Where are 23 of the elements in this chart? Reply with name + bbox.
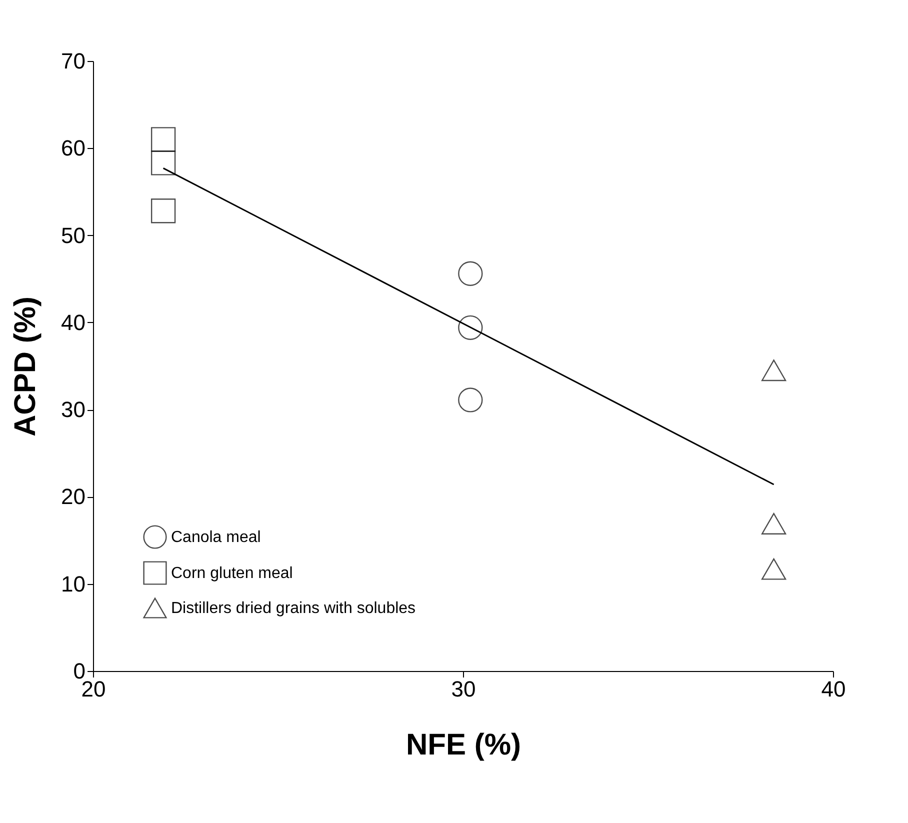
y-tick-label: 20	[61, 484, 86, 510]
point	[150, 150, 176, 176]
y-tick-label: 30	[61, 397, 86, 422]
point	[458, 315, 483, 340]
y-tick-label: 10	[61, 571, 86, 596]
y-tick-label: 40	[61, 310, 86, 335]
legend-label: Canola meal	[171, 529, 261, 546]
x-axis-title: NFE (%)	[406, 728, 521, 762]
point	[761, 360, 786, 382]
x-tick-label: 30	[451, 676, 476, 702]
legend-label: Distillers dried grains with solubles	[171, 600, 416, 617]
point	[761, 558, 786, 580]
y-tick-label: 70	[61, 48, 86, 74]
x-tick-label: 40	[821, 676, 846, 702]
point	[458, 388, 483, 412]
point	[761, 512, 786, 534]
legend-label: Corn gluten meal	[171, 565, 293, 582]
y-axis-title: ACPD (%)	[9, 296, 42, 436]
y-tick-label: 50	[61, 222, 86, 248]
point	[458, 261, 483, 286]
point	[150, 127, 176, 152]
point	[150, 198, 176, 224]
y-tick-label: 60	[61, 136, 86, 161]
